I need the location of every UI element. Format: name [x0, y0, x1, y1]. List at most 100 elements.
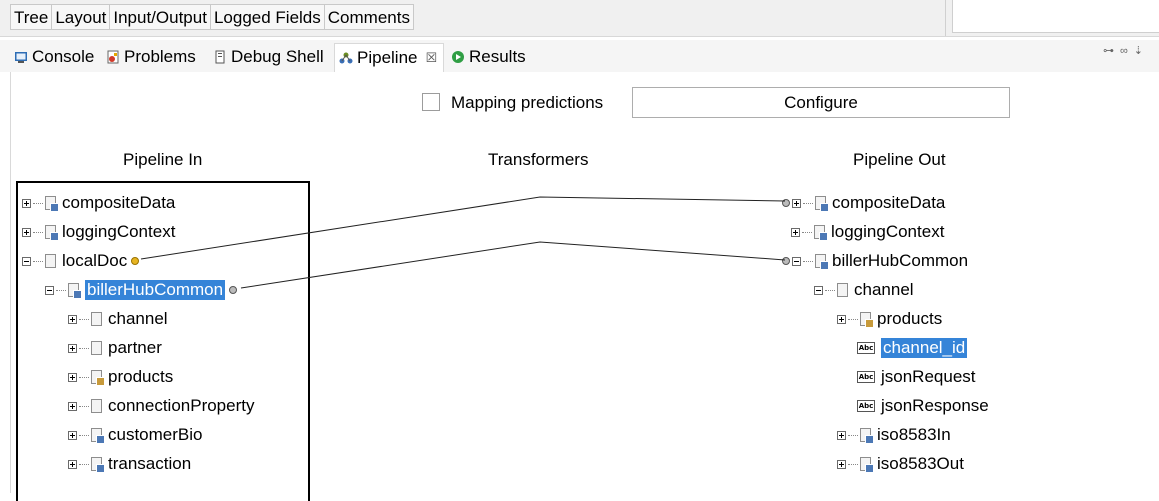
expand-icon[interactable] — [837, 430, 846, 440]
link-anchor-icon[interactable] — [782, 257, 790, 265]
tree-node[interactable]: loggingContext — [22, 220, 175, 244]
tree-node-label: iso8583Out — [877, 454, 964, 473]
document-list-icon — [815, 196, 829, 212]
tree-node-label: jsonResponse — [881, 396, 989, 415]
tree-node[interactable]: Abc jsonRequest — [857, 365, 976, 389]
pipeline-icon — [339, 52, 353, 64]
tree-node-label: iso8583In — [877, 425, 951, 444]
document-reference-icon — [860, 312, 874, 328]
expand-icon[interactable] — [68, 401, 77, 411]
tab-debug-shell[interactable]: Debug Shell — [213, 44, 324, 70]
expand-icon[interactable] — [68, 372, 77, 382]
tab-tree[interactable]: Tree — [10, 4, 53, 30]
tree-node-label: billerHubCommon — [85, 280, 226, 300]
expand-icon[interactable] — [68, 314, 77, 324]
tree-node[interactable]: iso8583In — [837, 423, 951, 447]
glasses-icon[interactable]: ∞ — [1119, 45, 1134, 57]
tree-node[interactable]: channel — [814, 278, 914, 302]
configure-button[interactable]: Configure — [632, 87, 1010, 118]
tree-node[interactable]: partner — [68, 336, 162, 360]
collapse-icon[interactable] — [792, 256, 801, 266]
pipeline-out-header: Pipeline Out — [853, 150, 946, 169]
expand-icon[interactable] — [68, 343, 77, 353]
tree-node-label: partner — [108, 338, 162, 357]
debug-shell-icon — [215, 50, 225, 64]
document-icon — [91, 399, 102, 413]
tree-node-label: connectionProperty — [108, 396, 255, 415]
tab-comments[interactable]: Comments — [323, 4, 414, 30]
tree-node[interactable]: Abc jsonResponse — [857, 394, 989, 418]
view-toolbar: ⊶∞⇣ — [1103, 44, 1149, 57]
document-icon — [45, 254, 56, 268]
document-list-icon — [91, 457, 105, 473]
tree-node[interactable]: localDoc — [22, 249, 140, 273]
expand-icon[interactable] — [791, 227, 800, 237]
string-icon: Abc — [857, 371, 875, 383]
tree-node[interactable]: iso8583Out — [837, 452, 964, 476]
problems-icon — [107, 50, 119, 64]
tree-node-label: compositeData — [832, 193, 946, 212]
tree-node[interactable]: billerHubCommon — [45, 278, 238, 302]
document-reference-icon — [91, 370, 105, 386]
tree-node[interactable]: products — [68, 365, 173, 389]
tab-pipeline-label: Pipeline — [357, 48, 418, 67]
tree-node-label: transaction — [108, 454, 192, 473]
expand-icon[interactable] — [837, 459, 846, 469]
tree-node[interactable]: compositeData — [782, 191, 945, 215]
tree-node[interactable]: customerBio — [68, 423, 202, 447]
expand-icon[interactable] — [68, 459, 77, 469]
link-anchor-icon[interactable] — [229, 286, 238, 294]
pipeline-in-header: Pipeline In — [123, 150, 203, 169]
tab-results[interactable]: Results — [451, 44, 526, 70]
tree-node[interactable]: transaction — [68, 452, 191, 476]
expand-icon[interactable] — [68, 430, 77, 440]
tree-node[interactable]: billerHubCommon — [782, 249, 968, 273]
string-icon: Abc — [857, 400, 875, 412]
link-anchor-icon[interactable] — [782, 199, 790, 207]
close-icon[interactable]: ☒ — [425, 50, 438, 65]
expand-icon[interactable] — [837, 314, 846, 324]
tree-node[interactable]: loggingContext — [791, 220, 944, 244]
expand-icon[interactable] — [792, 198, 801, 208]
link-anchor-icon[interactable] — [131, 257, 140, 265]
tab-pipeline[interactable]: Pipeline ☒ — [334, 43, 445, 72]
mapping-predictions-checkbox[interactable] — [422, 93, 440, 111]
console-icon — [15, 52, 27, 63]
tree-node-label: loggingContext — [831, 222, 945, 241]
tree-node-label: channel — [854, 280, 914, 299]
string-icon: Abc — [857, 342, 875, 354]
document-list-icon — [68, 283, 82, 299]
document-list-icon — [814, 225, 828, 241]
document-list-icon — [91, 428, 105, 444]
collapse-icon[interactable] — [45, 285, 54, 295]
tree-node-label: loggingContext — [62, 222, 176, 241]
tree-node[interactable]: connectionProperty — [68, 394, 254, 418]
link-icon[interactable]: ⊶ — [1102, 45, 1120, 57]
tab-results-label: Results — [469, 47, 526, 66]
tree-node[interactable]: channel — [68, 307, 168, 331]
document-list-icon — [815, 254, 829, 270]
expand-icon[interactable] — [22, 198, 31, 208]
editor-divider — [945, 0, 946, 36]
document-icon — [837, 283, 848, 297]
document-list-icon — [860, 457, 874, 473]
tree-node[interactable]: Abc channel_id — [857, 336, 968, 360]
mapping-predictions-label: Mapping predictions — [451, 93, 604, 112]
expand-icon[interactable] — [22, 227, 31, 237]
tree-node[interactable]: products — [837, 307, 942, 331]
tab-logged-fields[interactable]: Logged Fields — [209, 4, 325, 30]
tree-node-label: products — [877, 309, 943, 328]
tab-layout[interactable]: Layout — [51, 4, 111, 30]
tree-node[interactable]: compositeData — [22, 191, 175, 215]
document-list-icon — [860, 428, 874, 444]
step-icon[interactable]: ⇣ — [1133, 45, 1149, 57]
tab-problems-label: Problems — [124, 47, 196, 66]
tree-node-label: compositeData — [62, 193, 176, 212]
tab-console[interactable]: Console — [14, 44, 94, 70]
collapse-icon[interactable] — [22, 256, 31, 266]
tab-console-label: Console — [32, 47, 95, 66]
tab-problems[interactable]: Problems — [106, 44, 196, 70]
document-icon — [91, 341, 102, 355]
tab-input-output[interactable]: Input/Output — [109, 4, 211, 30]
collapse-icon[interactable] — [814, 285, 823, 295]
